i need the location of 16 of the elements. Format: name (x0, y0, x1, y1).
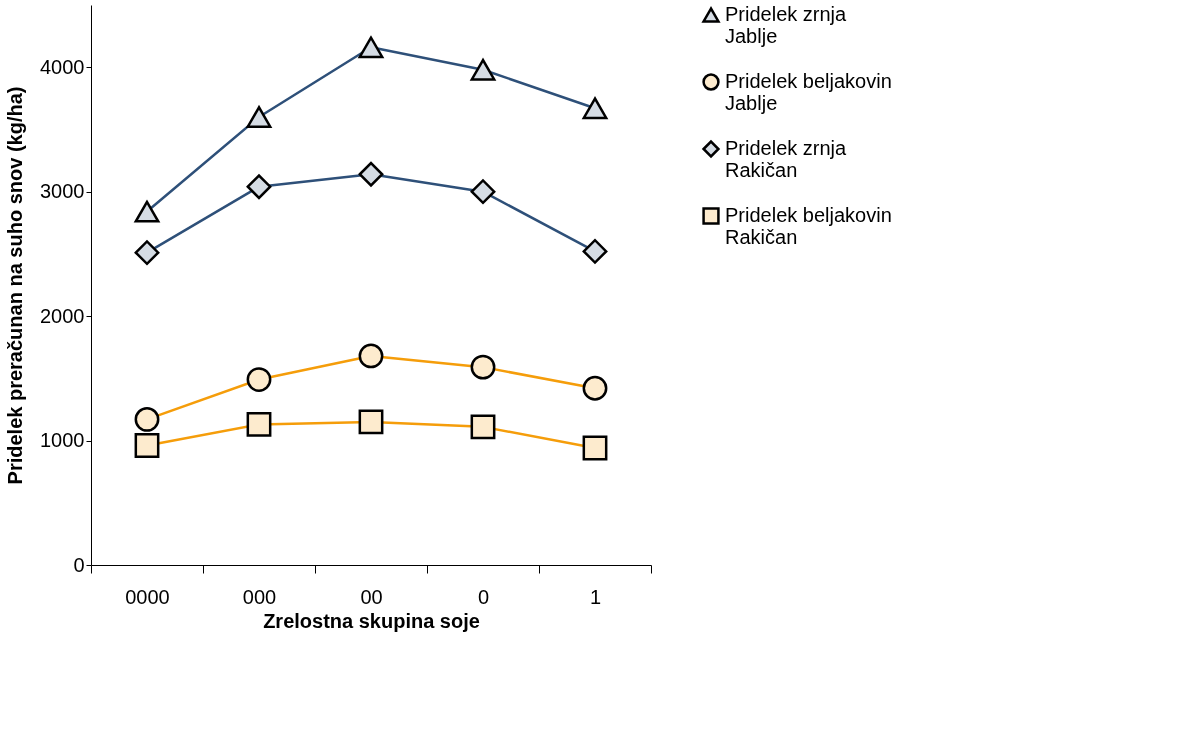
y-tick-label: 3000 (40, 180, 85, 203)
y-axis-title: Pridelek preračunan na suho snov (kg/ha) (4, 86, 27, 485)
y-tick-label: 1000 (40, 429, 85, 452)
x-tick-label: 0000 (125, 585, 170, 608)
x-tick-label: 00 (360, 585, 383, 608)
legend-label: Pridelek zrnja Jablje (725, 3, 848, 47)
x-axis-title: Zrelostna skupina soje (263, 609, 480, 632)
legend-label: Pridelek beljakovin Rakičan (725, 204, 892, 248)
legend-label: Pridelek zrnja Rakičan (725, 137, 848, 181)
legend-label: Pridelek beljakovin Jablje (725, 70, 892, 114)
x-tick-label: 000 (242, 585, 277, 608)
x-tick-label: 1 (589, 585, 602, 608)
y-tick-label: 4000 (40, 55, 85, 78)
y-tick-label: 2000 (40, 304, 85, 327)
x-tick-label: 0 (477, 585, 490, 608)
y-tick-label: 0 (73, 553, 85, 576)
